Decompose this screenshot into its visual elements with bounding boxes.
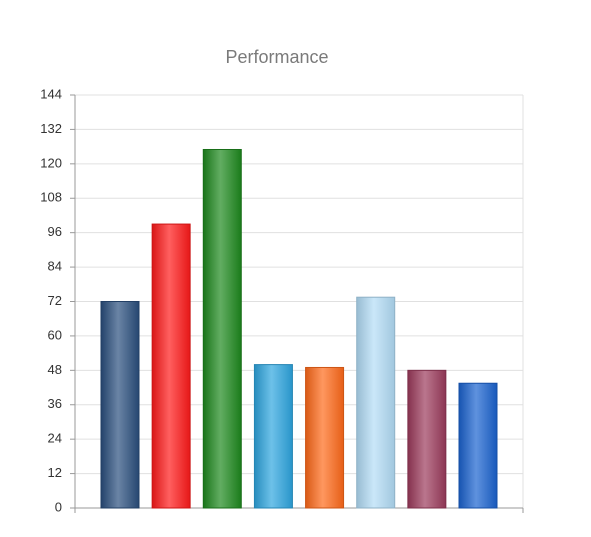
y-tick-label: 144 bbox=[40, 86, 62, 101]
y-tick-label: 120 bbox=[40, 155, 62, 170]
y-tick-label: 132 bbox=[40, 121, 62, 136]
y-tick-label: 48 bbox=[48, 362, 62, 377]
y-tick-label: 36 bbox=[48, 396, 62, 411]
bar bbox=[202, 148, 242, 509]
y-tick-label: 108 bbox=[40, 190, 62, 205]
bar bbox=[407, 369, 447, 509]
y-tick-label: 12 bbox=[48, 465, 62, 480]
chart-title: Performance bbox=[225, 47, 328, 67]
bar bbox=[253, 364, 293, 509]
bar bbox=[151, 223, 191, 509]
y-tick-label: 60 bbox=[48, 327, 62, 342]
bar bbox=[305, 366, 345, 509]
y-tick-label: 84 bbox=[48, 259, 62, 274]
y-tick-label: 72 bbox=[48, 293, 62, 308]
bar bbox=[100, 301, 140, 509]
y-tick-label: 0 bbox=[55, 499, 62, 514]
y-tick-label: 96 bbox=[48, 224, 62, 239]
bar bbox=[458, 382, 498, 509]
bar bbox=[356, 296, 396, 509]
y-tick-label: 24 bbox=[48, 431, 62, 446]
